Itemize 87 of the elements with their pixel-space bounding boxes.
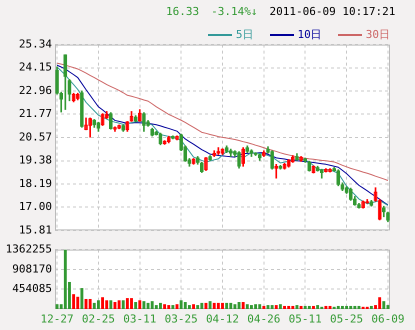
y-tick-label: 908170 <box>12 262 52 276</box>
bar <box>130 298 133 309</box>
bar <box>386 305 390 309</box>
bar <box>84 298 88 309</box>
bar <box>126 298 129 309</box>
x-tick-label: 05-25 <box>330 312 364 326</box>
bar <box>324 306 328 309</box>
bar <box>142 301 146 309</box>
y-tick-label: 21.77 <box>18 107 52 120</box>
x-tick-label: 03-11 <box>123 312 156 326</box>
y-tick-label: 20.57 <box>18 130 52 144</box>
x-tick-label: 04-12 <box>206 312 240 326</box>
y-tick-label: 25.34 <box>18 37 52 50</box>
bar <box>283 306 286 309</box>
text: -3.14%↓ <box>211 5 258 18</box>
bar <box>233 304 236 309</box>
bar <box>370 306 373 309</box>
bar <box>171 305 174 309</box>
bar <box>176 304 178 309</box>
y-tick-label: 24.15 <box>18 60 52 74</box>
bar <box>118 300 121 309</box>
bar <box>378 297 382 309</box>
bar <box>295 305 298 309</box>
bar <box>150 301 154 309</box>
bar <box>328 306 332 309</box>
bar <box>278 304 282 309</box>
y-tick-label: 15.81 <box>18 223 52 236</box>
y-tick-label: 17.00 <box>18 200 52 214</box>
bar <box>358 306 360 309</box>
bar <box>101 297 104 309</box>
bar <box>196 305 200 309</box>
bar <box>56 304 59 309</box>
legend-label: 5日 <box>236 27 254 42</box>
bar <box>72 294 76 309</box>
bar <box>262 306 266 309</box>
bar <box>345 306 348 309</box>
bar <box>180 300 183 309</box>
bar <box>200 302 204 309</box>
legend-label: 10日 <box>298 27 322 42</box>
text: 2011-06-09 10:17:21 <box>269 5 396 18</box>
x-tick-label: 03-25 <box>164 312 198 326</box>
bar <box>64 250 67 309</box>
y-tick-label: 18.19 <box>18 176 52 190</box>
bar <box>216 302 220 309</box>
bar <box>242 302 245 309</box>
text: 16.33 <box>166 5 200 18</box>
bar <box>114 302 116 309</box>
x-tick-label: 06-09 <box>371 312 404 326</box>
x-tick-label: 02-25 <box>82 312 115 326</box>
bar <box>291 306 294 309</box>
bar <box>204 302 208 309</box>
bar <box>146 302 150 309</box>
bar <box>250 305 253 309</box>
bar <box>287 306 290 309</box>
bar <box>109 300 112 309</box>
bar <box>316 305 320 309</box>
x-tick-label: 05-11 <box>288 312 322 326</box>
bar <box>340 306 344 309</box>
bar <box>238 302 240 309</box>
bar <box>188 305 191 309</box>
bar <box>192 304 195 309</box>
legend-label: 30日 <box>366 27 390 42</box>
bar <box>134 302 138 309</box>
bar <box>308 306 311 309</box>
y-tick-label: 22.96 <box>18 84 52 97</box>
bar <box>246 304 249 309</box>
bar <box>163 304 166 309</box>
bar <box>266 305 270 309</box>
y-tick-label: 19.38 <box>18 154 52 167</box>
bar <box>96 300 100 309</box>
bar <box>336 306 340 309</box>
bar <box>221 302 224 309</box>
x-tick-label: 12-27 <box>40 312 74 326</box>
bar <box>159 302 162 309</box>
y-tick-label: 454085 <box>12 282 52 296</box>
bar <box>254 304 258 309</box>
bar <box>270 305 274 309</box>
x-tick-label: 04-26 <box>247 312 280 326</box>
bar <box>312 306 315 309</box>
bar <box>88 298 92 309</box>
bar <box>208 301 212 309</box>
bar <box>80 288 84 309</box>
bar <box>353 306 356 309</box>
bar <box>300 306 303 309</box>
y-tick-label: 1362255 <box>6 242 52 256</box>
bar <box>225 302 228 309</box>
bar <box>154 305 158 309</box>
